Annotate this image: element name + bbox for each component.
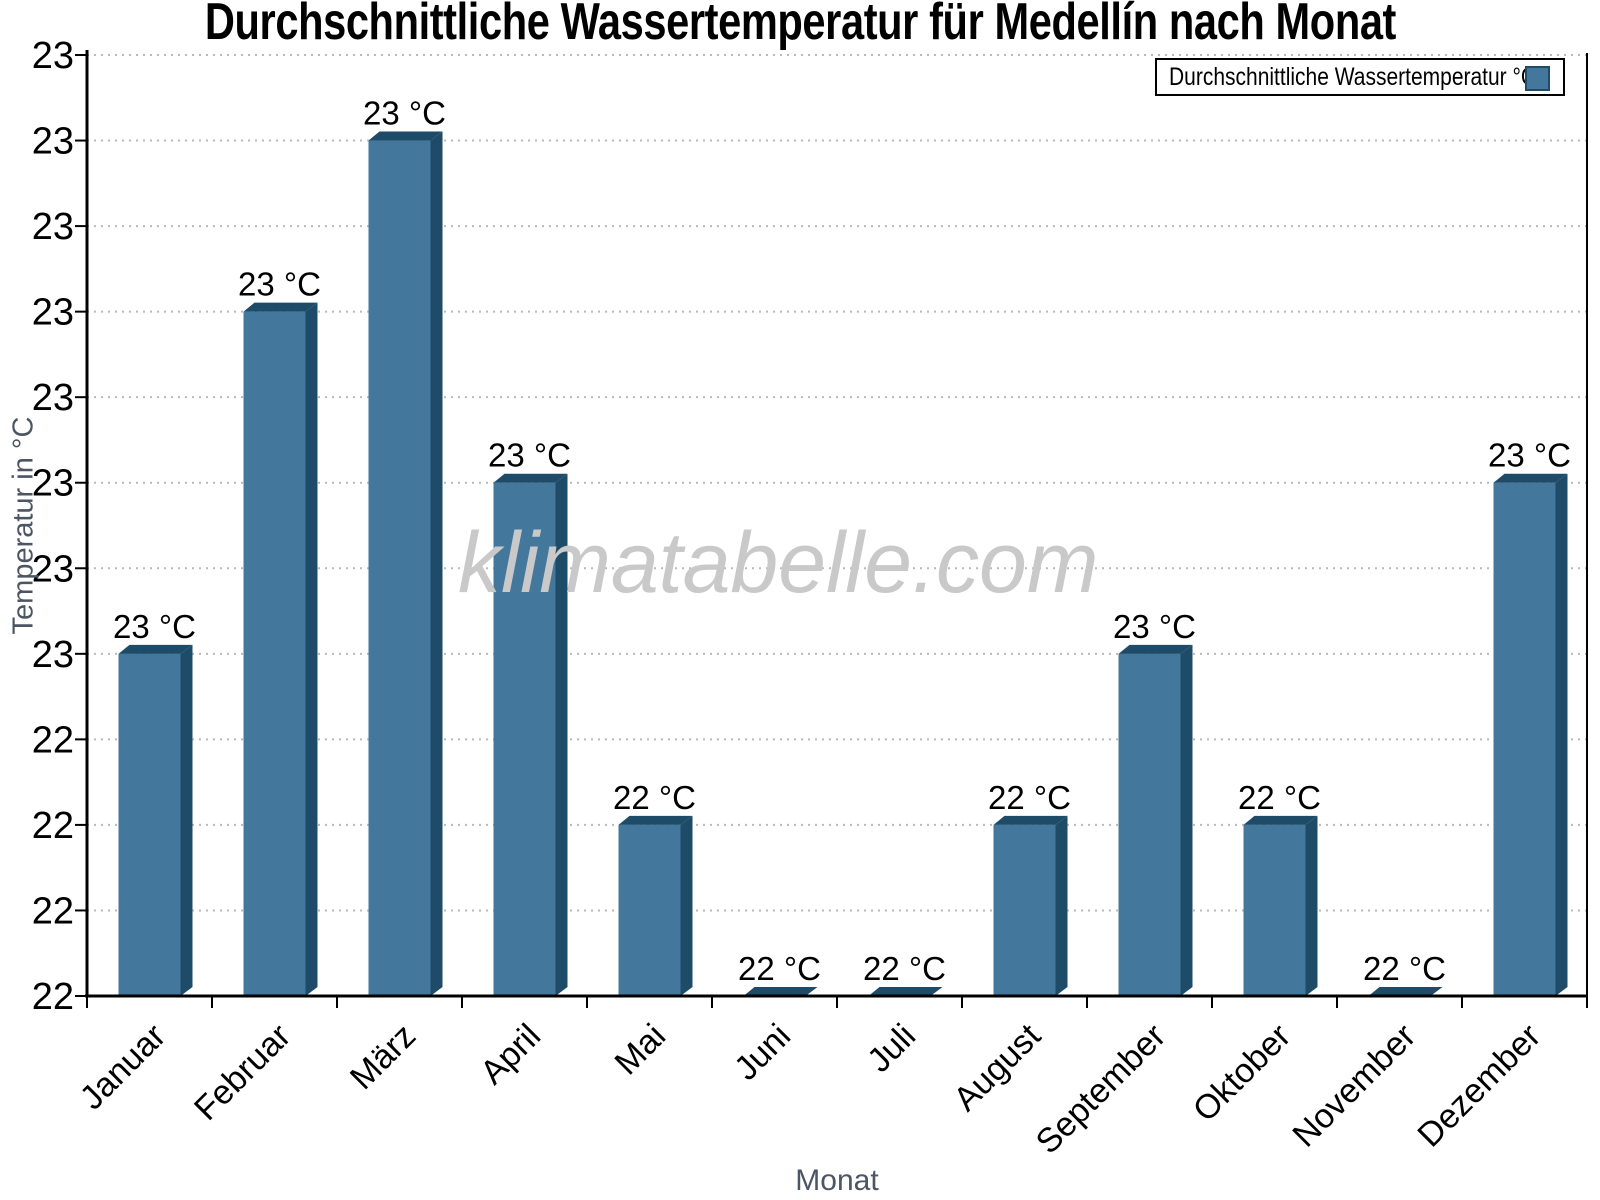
legend: Durchschnittliche Wassertemperatur °C xyxy=(1155,58,1565,96)
bar-top-edge xyxy=(743,987,818,996)
y-tick-label: 23 xyxy=(32,35,74,77)
bar-top-edge xyxy=(493,473,568,483)
bar-top-edge xyxy=(1493,473,1568,483)
x-category-label: Mai xyxy=(608,1017,674,1083)
y-axis-title-wrap: Temperatur in °C xyxy=(0,55,48,996)
bar-right-edge xyxy=(1555,473,1568,996)
bar xyxy=(118,653,181,996)
bar xyxy=(618,824,681,996)
y-tick-label: 23 xyxy=(32,121,74,163)
bar-value-label: 22 °C xyxy=(613,779,696,816)
bar-top-edge xyxy=(993,815,1068,825)
bar-right-edge xyxy=(1180,644,1193,996)
x-category-label: September xyxy=(1029,1017,1173,1161)
bar xyxy=(368,140,431,996)
bar-right-edge xyxy=(180,644,193,996)
x-category-label: Oktober xyxy=(1186,1017,1298,1129)
bar-value-label: 22 °C xyxy=(1363,950,1446,987)
bar-right-edge xyxy=(430,131,443,996)
y-tick-label: 23 xyxy=(32,206,74,248)
x-category-label: Juni xyxy=(727,1017,798,1088)
y-tick-label: 23 xyxy=(32,548,74,590)
bar-value-label: 23 °C xyxy=(113,608,196,645)
legend-label: Durchschnittliche Wassertemperatur °C xyxy=(1169,62,1537,91)
bar-right-edge xyxy=(1055,815,1068,996)
bar-top-edge xyxy=(118,644,193,654)
bar-top-edge xyxy=(618,815,693,825)
bar-top-edge xyxy=(1368,987,1443,996)
bar xyxy=(243,311,306,996)
bar-value-label: 22 °C xyxy=(738,950,821,987)
bar-value-label: 23 °C xyxy=(238,266,321,303)
bar-value-label: 23 °C xyxy=(363,95,446,132)
bar-value-label: 23 °C xyxy=(1488,437,1571,474)
bar xyxy=(1243,824,1306,996)
bar-top-edge xyxy=(368,131,443,141)
bar-value-label: 23 °C xyxy=(1113,608,1196,645)
bar-right-edge xyxy=(305,302,318,996)
bar-right-edge xyxy=(1305,815,1318,996)
bar-value-label: 22 °C xyxy=(988,779,1071,816)
x-category-label: Juli xyxy=(860,1017,923,1080)
bar-top-edge xyxy=(243,302,318,312)
bar-top-edge xyxy=(1243,815,1318,825)
y-tick-label: 22 xyxy=(32,976,74,1018)
x-category-label: April xyxy=(473,1017,548,1092)
legend-swatch xyxy=(1525,66,1550,91)
x-axis-title: Monat xyxy=(795,1164,879,1197)
bar-value-label: 23 °C xyxy=(488,437,571,474)
x-category-label: Januar xyxy=(73,1017,173,1117)
watermark: klimatabelle.com xyxy=(458,515,1099,611)
y-tick-label: 23 xyxy=(32,463,74,505)
x-category-label: Dezember xyxy=(1410,1017,1548,1155)
chart-title: Durchschnittliche Wassertemperatur für M… xyxy=(204,0,1396,51)
x-category-label: November xyxy=(1285,1017,1423,1155)
x-category-label: März xyxy=(343,1017,423,1097)
bar-top-edge xyxy=(1118,644,1193,654)
x-category-label: Februar xyxy=(187,1017,298,1128)
y-tick-label: 22 xyxy=(32,805,74,847)
bar-value-label: 22 °C xyxy=(1238,779,1321,816)
y-tick-label: 22 xyxy=(32,890,74,932)
y-tick-label: 23 xyxy=(32,377,74,419)
bar-value-label: 22 °C xyxy=(863,950,946,987)
bar-top-edge xyxy=(868,987,943,996)
y-tick-label: 22 xyxy=(32,719,74,761)
bar xyxy=(493,482,556,996)
y-axis-title: Temperatur in °C xyxy=(7,416,40,635)
bar-right-edge xyxy=(555,473,568,996)
bar xyxy=(1493,482,1556,996)
bar xyxy=(993,824,1056,996)
x-category-label: August xyxy=(946,1016,1048,1118)
bar-right-edge xyxy=(680,815,693,996)
y-tick-label: 23 xyxy=(32,292,74,334)
chart-header: Durchschnittliche Wassertemperatur für M… xyxy=(0,0,1600,50)
bar xyxy=(1118,653,1181,996)
y-tick-label: 23 xyxy=(32,634,74,676)
